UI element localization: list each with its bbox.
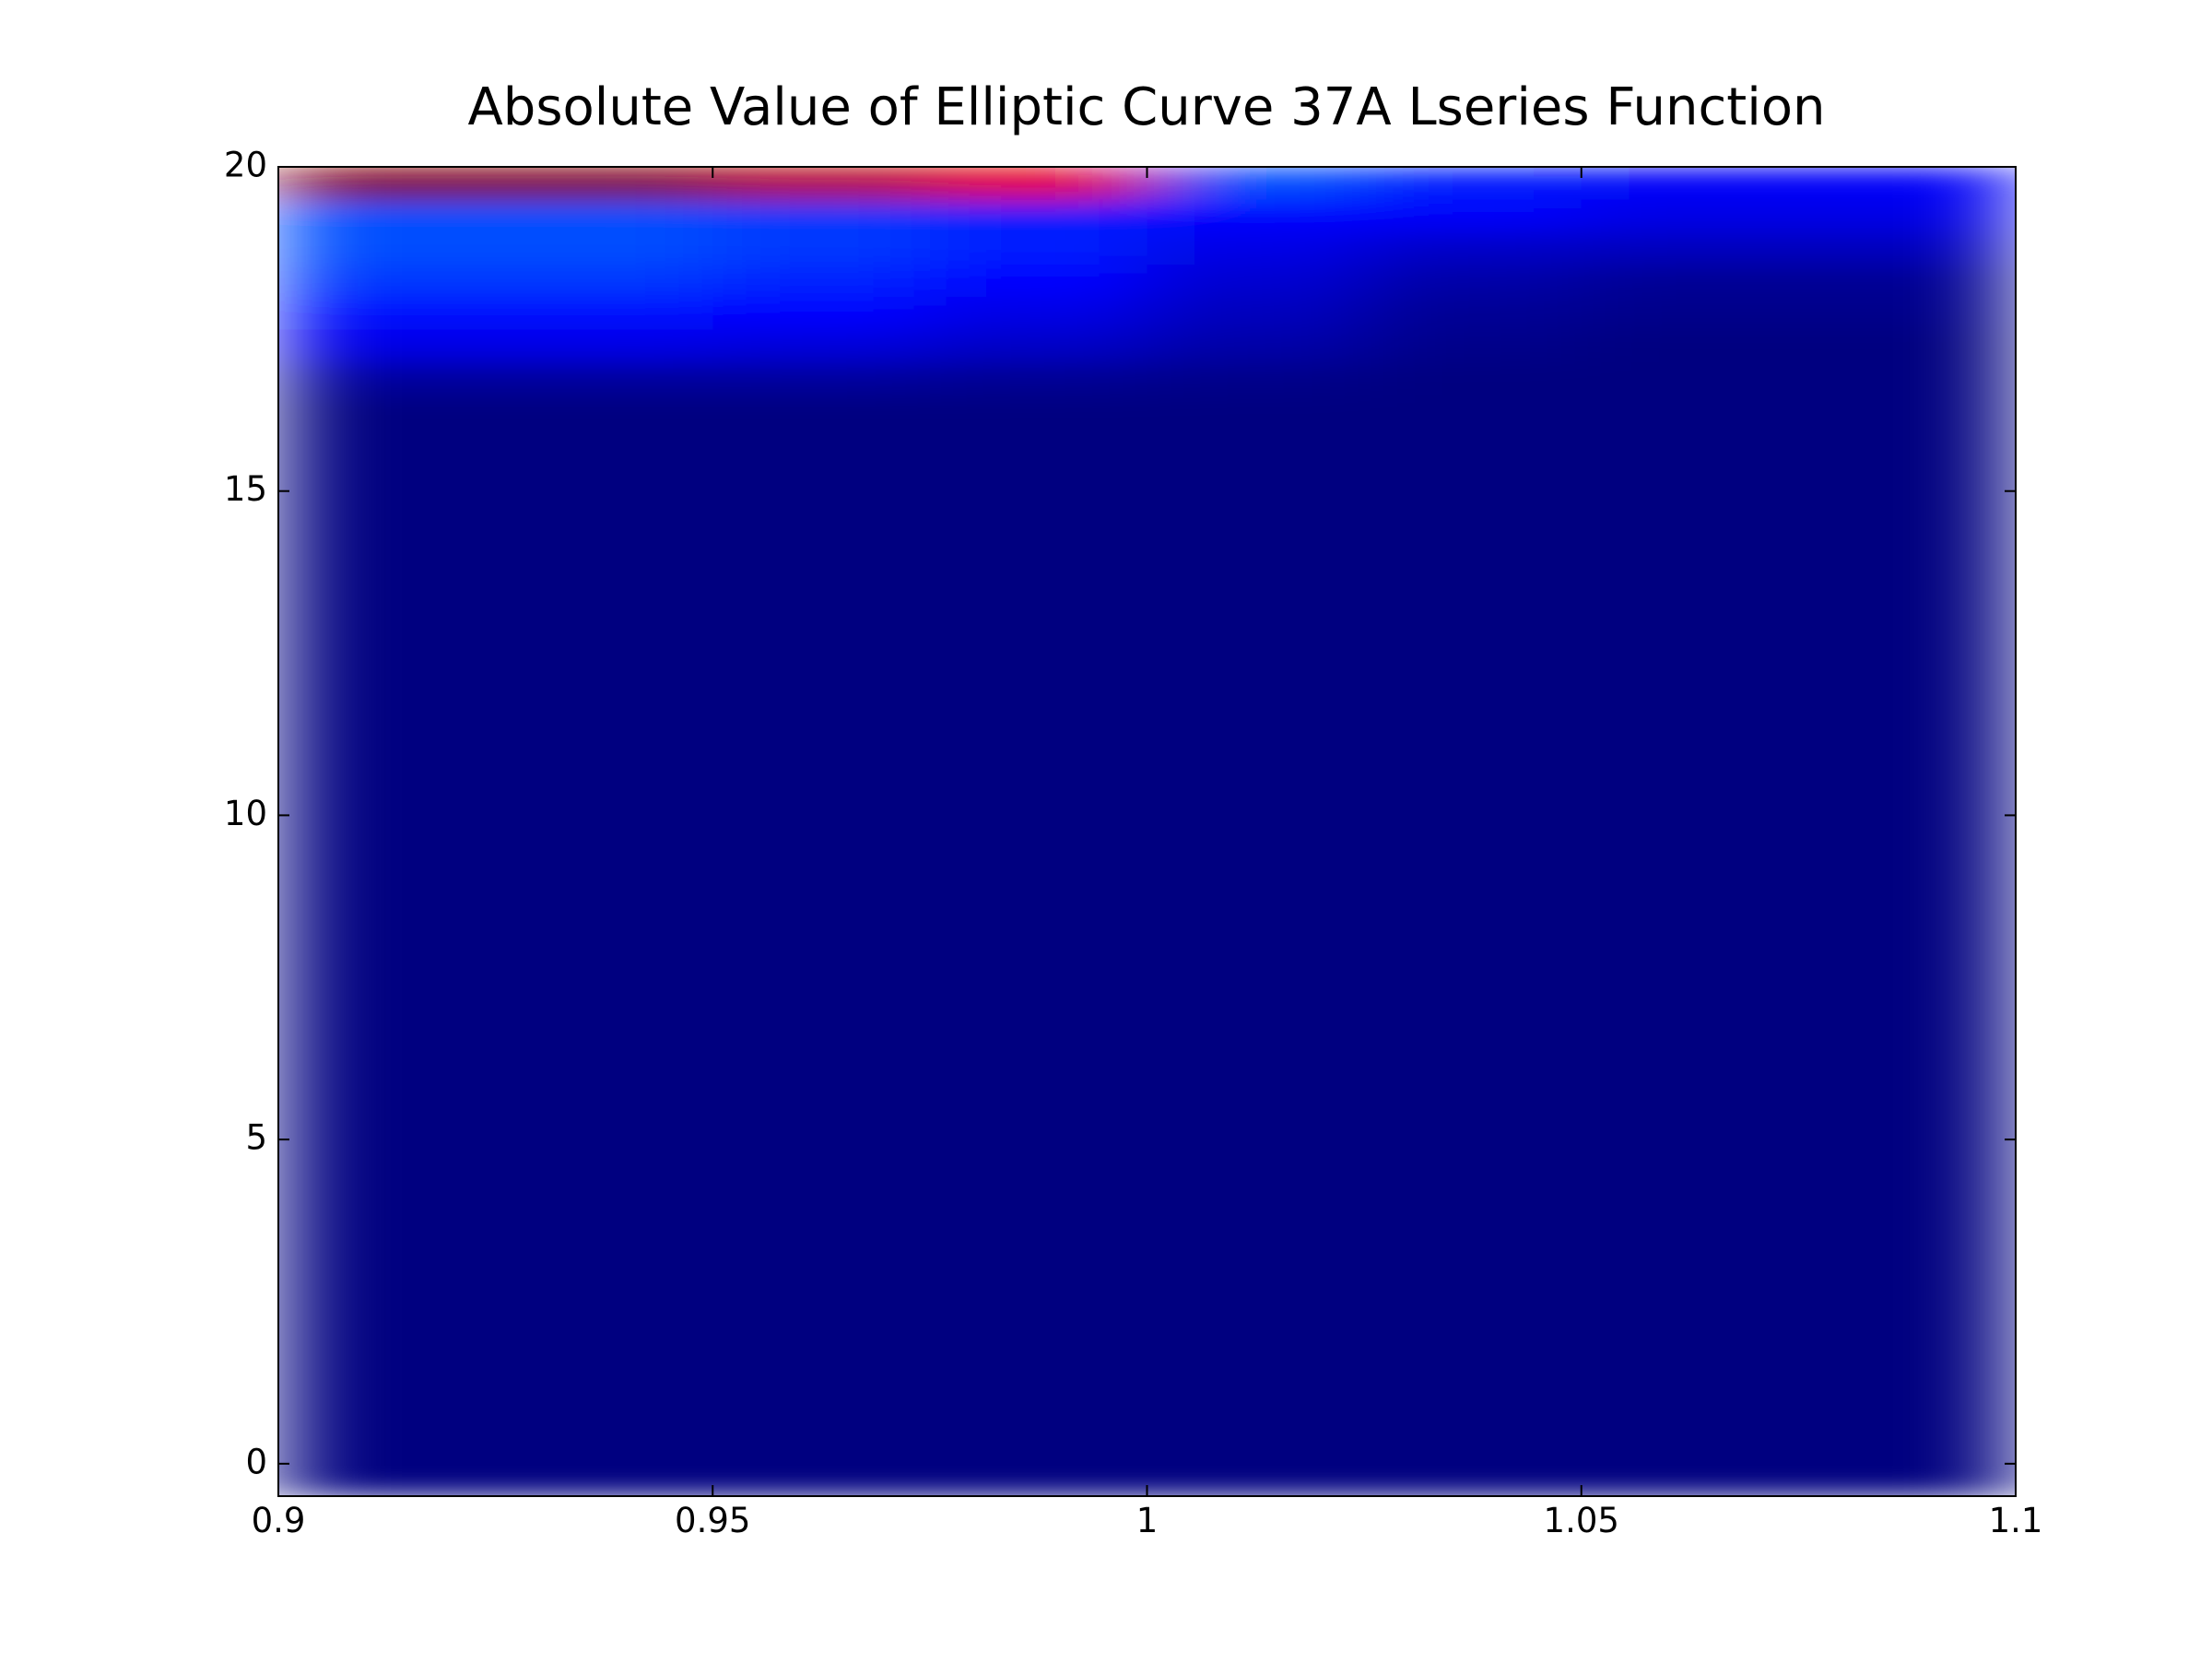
heatmap-cell xyxy=(278,361,497,395)
heatmap-cell xyxy=(1364,199,1583,232)
heatmap-cell xyxy=(1147,264,1365,298)
heatmap-cell xyxy=(712,167,931,200)
heatmap-cell xyxy=(278,264,497,298)
y-tick-label: 15 xyxy=(224,469,267,509)
x-tick-label: 0.9 xyxy=(252,1501,306,1540)
heatmap-cell xyxy=(712,296,931,330)
heatmap-cell xyxy=(929,231,1147,265)
heatmap-cell xyxy=(712,328,931,362)
x-tick-label: 1.05 xyxy=(1544,1501,1619,1540)
heatmap-cell xyxy=(1581,328,1799,362)
heatmap-cell xyxy=(495,264,713,298)
heatmap-cell xyxy=(278,167,497,200)
heatmap-cell xyxy=(712,394,931,1496)
heatmap-cell xyxy=(929,361,1147,395)
heatmap-cell xyxy=(495,296,713,330)
heatmap-cell xyxy=(1364,264,1583,298)
heatmap-cell xyxy=(1147,361,1365,395)
heatmap-cell xyxy=(712,264,931,298)
y-tick-label: 0 xyxy=(245,1442,267,1481)
x-tick-label: 0.95 xyxy=(675,1501,750,1540)
heatmap-cell xyxy=(712,231,931,265)
heatmap xyxy=(278,167,2016,1496)
heatmap-cell xyxy=(1798,264,2016,298)
heatmap-cell xyxy=(495,361,713,395)
heatmap-cell xyxy=(1798,361,2016,395)
heatmap-cell xyxy=(1798,394,2016,1496)
heatmap-cell xyxy=(1798,231,2016,265)
heatmap-cell xyxy=(1147,167,1365,200)
heatmap-cell xyxy=(1364,167,1583,200)
heatmap-cell xyxy=(1581,231,1799,265)
heatmap-cell xyxy=(1364,231,1583,265)
heatmap-cell xyxy=(712,199,931,232)
heatmap-cell xyxy=(1364,361,1583,395)
heatmap-cell xyxy=(1581,296,1799,330)
heatmap-cell xyxy=(1364,296,1583,330)
heatmap-cell xyxy=(278,231,497,265)
heatmap-cell xyxy=(495,394,713,1496)
heatmap-cell xyxy=(495,231,713,265)
heatmap-cell xyxy=(1581,264,1799,298)
heatmap-cell xyxy=(1147,296,1365,330)
heatmap-cell xyxy=(278,296,497,330)
heatmap-cell xyxy=(278,328,497,362)
heatmap-cell xyxy=(929,264,1147,298)
y-tick-label: 20 xyxy=(224,146,267,185)
heatmap-cell xyxy=(1581,394,1799,1496)
heatmap-cell xyxy=(1798,328,2016,362)
heatmap-cell xyxy=(929,167,1147,200)
heatmap-cell xyxy=(1147,328,1365,362)
chart-title: Absolute Value of Elliptic Curve 37A Lse… xyxy=(467,77,1825,137)
heatmap-cell xyxy=(1147,231,1365,265)
heatmap-cell xyxy=(929,296,1147,330)
heatmap-cell xyxy=(278,199,497,232)
heatmap-cell xyxy=(1581,167,1799,200)
axes: 0.9 0.95 1 1.05 1.1 0 5 10 15 20 xyxy=(224,146,2043,1541)
heatmap-cell xyxy=(1364,394,1583,1496)
heatmap-cell xyxy=(1364,328,1583,362)
heatmap-cell xyxy=(495,328,713,362)
y-tick-label: 10 xyxy=(224,794,267,833)
heatmap-cell xyxy=(1798,167,2016,200)
heatmap-cell xyxy=(1798,199,2016,232)
heatmap-cell xyxy=(929,328,1147,362)
heatmap-cell xyxy=(712,361,931,395)
heatmap-cell xyxy=(495,199,713,232)
heatmap-cell xyxy=(495,167,713,200)
heatmap-cell xyxy=(929,199,1147,232)
y-tick-label: 5 xyxy=(245,1118,267,1158)
heatmap-cell xyxy=(929,394,1147,1496)
heatmap-cell xyxy=(1798,296,2016,330)
heatmap-cell xyxy=(1581,361,1799,395)
x-tick-label: 1.1 xyxy=(1989,1501,2043,1540)
heatmap-cell xyxy=(1581,199,1799,232)
heatmap-cells xyxy=(278,167,2016,1496)
heatmap-cell xyxy=(1147,199,1365,232)
x-tick-label: 1 xyxy=(1136,1501,1159,1540)
heatmap-cell xyxy=(278,394,497,1496)
heatmap-cell xyxy=(1147,394,1365,1496)
